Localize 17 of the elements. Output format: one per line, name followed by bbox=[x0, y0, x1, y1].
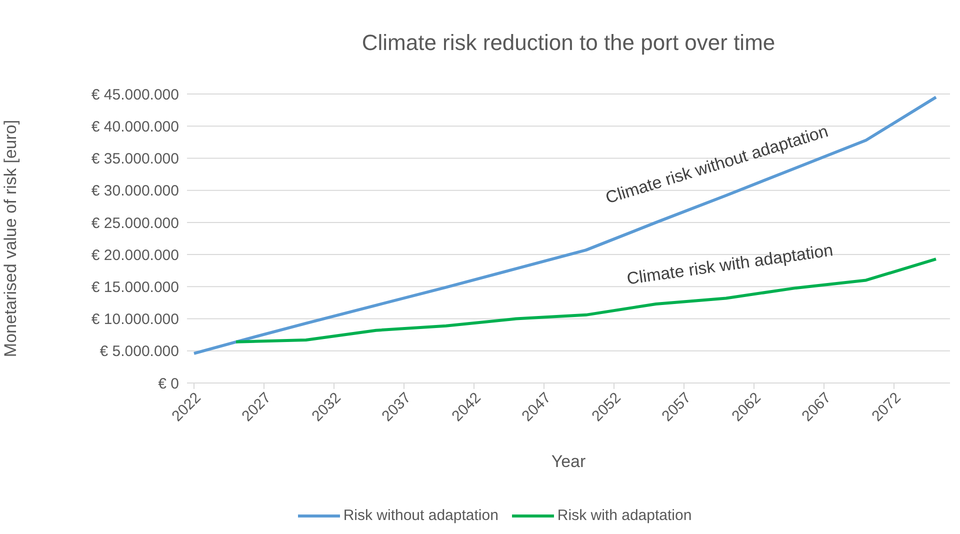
y-tick-label: € 0 bbox=[158, 375, 179, 392]
line-series bbox=[192, 96, 938, 355]
y-tick-label: € 20.000.000 bbox=[91, 246, 179, 264]
y-tick-label: € 15.000.000 bbox=[91, 278, 179, 296]
y-tick-label: € 35.000.000 bbox=[91, 150, 179, 168]
legend-label: Risk without adaptation bbox=[343, 507, 498, 524]
annotation: Climate risk with adaptation bbox=[626, 240, 834, 288]
y-axis-title: Monetarised value of risk [euro] bbox=[1, 120, 20, 358]
y-tick-label: € 5.000.000 bbox=[100, 343, 179, 360]
y-tick-label: € 40.000.000 bbox=[91, 118, 179, 136]
legend-label: Risk with adaptation bbox=[557, 507, 692, 524]
y-tick-label: € 30.000.000 bbox=[91, 182, 179, 200]
y-tick-label: € 10.000.000 bbox=[91, 311, 179, 328]
y-tick-label: € 45.000.000 bbox=[91, 86, 179, 104]
chart-title: Climate risk reduction to the port over time bbox=[360, 30, 776, 56]
y-tick-label: € 25.000.000 bbox=[91, 214, 179, 232]
x-axis-title: Year bbox=[551, 452, 586, 471]
